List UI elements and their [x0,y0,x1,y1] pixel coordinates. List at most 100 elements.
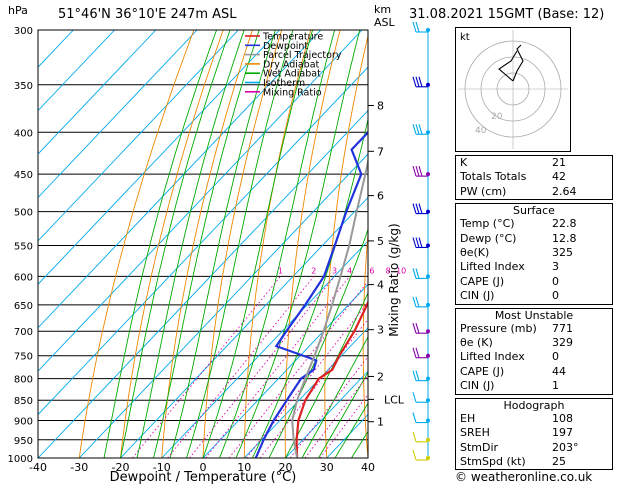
lcl-label: LCL [384,393,405,406]
wind-level-dot [426,243,430,248]
mixing-ratio-label: 10 [396,266,406,275]
wind-barb [412,268,428,279]
table-row: θe (K) 329 [456,336,612,350]
table-row: Lifted Index 0 [456,350,612,364]
row-label: PW (cm) [460,184,507,198]
isotherm [38,30,115,112]
wet-adiabat [285,291,368,458]
pressure-tick-label: 800 [14,375,33,386]
pressure-unit-label: hPa [8,4,28,17]
indices-section: K 21 Totals Totals 42 PW (cm) 2.64 [455,155,613,201]
wind-level-dot [426,398,430,403]
mixing-ratio-line [304,374,368,458]
row-value: 1 [552,379,559,393]
pressure-tick-label: 900 [14,417,33,428]
wind-barb [412,412,428,424]
table-row: StmSpd (kt) 25 [456,455,612,469]
datetime-title: 31.08.2021 15GMT (Base: 12) [409,7,605,22]
hodograph-ring-label: 20 [491,112,503,122]
wet-adiabat [235,30,361,458]
dry-adiabat [362,228,368,458]
row-value: 44 [552,364,566,378]
table-row: Totals Totals 42 [456,170,612,184]
hodograph-trace [498,50,518,82]
km-tick-label: 5 [377,235,384,248]
row-value: 22.8 [552,217,577,231]
km-tick-label: 2 [377,370,384,383]
wet-adiabat [268,228,368,458]
legend-entry: Dewpoint [263,41,308,52]
row-label: Totals Totals [460,170,527,184]
wind-level-dot [426,418,430,423]
legend-entry: Dry Adiabat [263,59,320,70]
row-label: θe(K) [460,246,490,260]
isotherm [161,240,368,458]
km-tick-label: 7 [377,145,384,158]
temperature-tick-label: 40 [361,461,375,474]
isotherm [38,30,280,285]
row-value: 329 [552,336,573,350]
wind-barb [412,203,428,215]
dry-adiabat [78,30,195,458]
legend-entry: Temperature [262,32,323,43]
pressure-tick-label: 750 [14,352,33,363]
pressure-tick-label: 850 [14,396,33,407]
row-value: 2.64 [552,184,577,198]
row-label: θe (K) [460,336,493,350]
hodograph-trace [512,44,524,82]
temperature-tick-label: 30 [320,461,334,474]
temperature-tick-label: 0 [200,461,207,474]
row-label: K [460,156,468,169]
indices-table: K 21 Totals Totals 42 PW (cm) 2.64 Surface Te… [455,155,613,473]
dry-adiabat [324,34,368,458]
wind-level-dot [426,130,430,135]
wind-level-dot [426,353,430,358]
table-row: CAPE (J) 44 [456,365,612,379]
wet-adiabat [219,30,336,458]
row-value: 0 [552,274,559,288]
pressure-tick-label: 650 [14,301,33,312]
table-row: Lifted Index 3 [456,260,612,274]
dry-adiabat [202,30,283,458]
temperature-tick-label: -10 [153,461,171,474]
table-row: Temp (°C) 22.8 [456,217,612,231]
table-row: EH 108 [456,412,612,426]
wet-adiabat [136,30,245,458]
mixing-ratio-label: 3 [332,266,337,275]
row-label: Temp (°C) [460,217,515,231]
wind-level-dot [426,376,430,381]
isotherm [38,30,198,199]
wind-level-dot [426,274,430,279]
row-label: Dewp (°C) [460,231,517,245]
table-row: SREH 197 [456,426,612,440]
legend-entry: Parcel Trajectory [263,50,342,61]
dry-adiabat [120,30,224,458]
isotherm [285,370,368,458]
mixing-ratio-label: 4 [347,266,352,275]
temperature-tick-label: -30 [70,461,88,474]
isotherm [202,283,368,458]
surface-title: Surface [513,204,555,218]
x-axis-label: Dewpoint / Temperature (°C) [110,470,297,485]
wet-adiabat [202,30,314,458]
row-label: Lifted Index [460,260,525,274]
pressure-tick-label: 550 [14,241,33,252]
hodograph-title: Hodograph [503,398,565,412]
legend-entry: Mixing Ratio [263,87,322,98]
row-label: CIN (J) [460,379,495,393]
table-row: CAPE (J) 0 [456,275,612,289]
wind-level-dot [426,456,430,460]
asl-label: ASL [374,16,395,29]
table-row: StmDir 203° [456,441,612,455]
pressure-tick-label: 300 [14,26,33,37]
row-value: 203° [552,440,579,454]
row-value: 197 [552,426,573,440]
isotherm [38,109,368,458]
pressure-tick-label: 700 [14,327,33,338]
pressure-tick-label: 350 [14,81,33,92]
table-row: Pressure (mb) 771 [456,322,612,336]
wet-adiabat [153,30,260,458]
row-value: 108 [552,411,573,425]
wet-adiabat [334,402,368,458]
row-value: 42 [552,170,566,184]
